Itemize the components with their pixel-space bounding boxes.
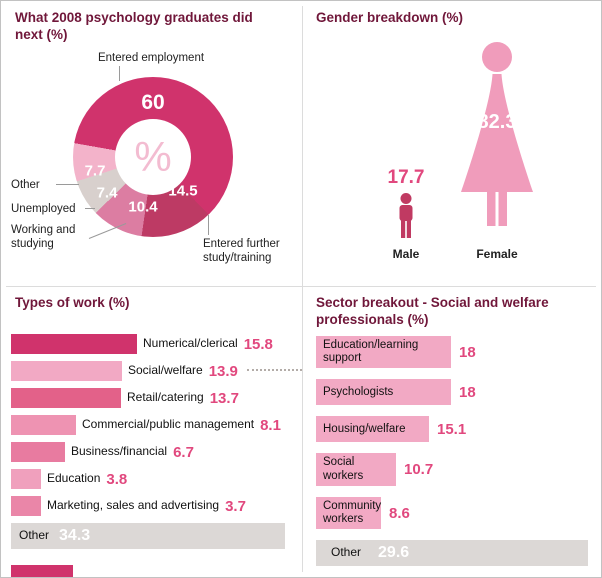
bar-row: Housing/welfare 15.1 — [316, 416, 601, 443]
leader-line — [56, 184, 79, 185]
bar-value: 13.7 — [209, 389, 239, 407]
female-label: Female — [476, 247, 518, 261]
bar-value: 8.1 — [260, 416, 281, 434]
bar-label: Education — [47, 471, 101, 486]
female-value: 82.3 — [477, 111, 517, 133]
bar-row: Education 3.8 — [11, 469, 302, 489]
bar-value: 34.3 — [59, 527, 91, 544]
bar-label: Education/learning support — [323, 339, 419, 365]
bar-label: Retail/catering — [127, 390, 204, 405]
male-label: Male — [392, 247, 420, 261]
bar: Psychologists — [316, 379, 451, 406]
bar-label: Commercial/public management — [82, 417, 255, 432]
bar — [11, 361, 122, 381]
horizontal-divider — [6, 286, 596, 287]
label-working-studying: Working and studying — [11, 224, 76, 251]
bar-value: 8.6 — [389, 504, 410, 522]
male-icon — [399, 193, 413, 238]
bar-row: Marketing, sales and advertising 3.7 — [11, 496, 302, 516]
leader-line — [85, 208, 95, 209]
bar: Community workers — [316, 496, 381, 530]
leader-line — [119, 66, 120, 81]
bar-row: Commercial/public management 8.1 — [11, 415, 302, 435]
bar: Social workers — [316, 453, 396, 486]
male-value: 17.7 — [387, 167, 425, 188]
panel-did-next: What 2008 psychology graduates did next … — [1, 1, 302, 286]
panel-types-of-work: Types of work (%) Numerical/clerical 15.8… — [1, 286, 302, 577]
bar-label: Other — [19, 528, 50, 543]
bar-row: Retail/catering 13.7 — [11, 388, 302, 408]
donut-segment-value: 60 — [141, 91, 165, 114]
bar-label: Numerical/clerical — [143, 336, 238, 351]
bar — [11, 496, 41, 516]
bar-label: Other — [331, 545, 362, 560]
sector-bars: Education/learning support 18 Psychologist… — [316, 336, 601, 577]
label-other: Other — [11, 179, 40, 191]
bar-label: Community workers — [323, 499, 382, 526]
bar-row: Social workers 10.7 — [316, 453, 601, 486]
bar-row: Business/financial 6.7 — [11, 442, 302, 462]
panel-gender: Gender breakdown (%) 17.7 82.3 Male Fema… — [302, 1, 601, 286]
donut-segment-value: 7.4 — [96, 184, 118, 202]
bar-value: 6.7 — [173, 443, 194, 461]
female-icon — [461, 42, 533, 226]
bar-value: 10.7 — [404, 461, 434, 479]
donut-chart: % 60 14.5 10.4 7.4 7.7 — [73, 77, 233, 237]
label-unemployed: Unemployed — [11, 203, 76, 215]
bar-value: 13.9 — [208, 362, 238, 380]
bar-row: Education/learning support 18 — [316, 336, 601, 369]
bar: Other 34.3 — [11, 523, 285, 549]
bar: Housing/welfare — [316, 416, 429, 443]
bar-row: Psychologists 18 — [316, 379, 601, 406]
bar-value: 15.8 — [243, 335, 273, 353]
label-further-study: Entered further study/training — [203, 238, 280, 265]
panel-sector: Sector breakout - Social and welfare pro… — [302, 286, 601, 577]
bar-label: Psychologists — [323, 385, 394, 398]
donut-segment-value: 7.7 — [84, 162, 106, 180]
donut-hole: % — [115, 119, 191, 195]
bar-label: Housing/welfare — [323, 422, 406, 435]
bar-value: 3.7 — [225, 497, 246, 515]
bar-row: Numerical/clerical 15.8 — [11, 334, 302, 354]
panel-title: Gender breakdown (%) — [316, 10, 464, 25]
bar-row: Community workers 8.6 — [316, 496, 601, 530]
cropped-bar — [11, 565, 73, 577]
bar — [11, 415, 76, 435]
vertical-divider — [302, 6, 303, 572]
bar-value: 18 — [459, 343, 476, 361]
bar-value: 29.6 — [378, 544, 410, 562]
work-bars: Numerical/clerical 15.8 Social/welfare 13.9… — [11, 334, 302, 556]
bar-label: Business/financial — [71, 444, 168, 459]
bar-value: 3.8 — [106, 470, 128, 488]
bar — [11, 388, 121, 408]
percent-symbol: % — [134, 133, 172, 180]
bar-row: Social/welfare 13.9 — [11, 361, 302, 381]
bar-label: Social workers — [323, 456, 364, 482]
donut-segment-value: 10.4 — [128, 198, 158, 216]
leader-line — [208, 215, 209, 235]
donut-segment-value: 14.5 — [168, 182, 198, 200]
bar — [11, 442, 65, 462]
bar-label: Marketing, sales and advertising — [47, 498, 220, 513]
panel-title: Types of work (%) — [15, 295, 130, 310]
bar-row: Other 34.3 — [11, 523, 302, 549]
bar-value: 15.1 — [437, 420, 467, 438]
bar-row: Other 29.6 — [316, 540, 601, 567]
bar-label: Social/welfare — [128, 363, 203, 378]
panel-title: What 2008 psychology graduates did next … — [15, 10, 253, 43]
bar — [11, 469, 41, 489]
bar: Education/learning support — [316, 336, 451, 369]
bar — [11, 334, 137, 354]
label-entered-employment: Entered employment — [97, 52, 205, 64]
panel-title: Sector breakout - Social and welfare pro… — [316, 295, 549, 328]
bar-value: 18 — [459, 383, 476, 401]
dotted-connector — [247, 369, 302, 371]
bar: Other 29.6 — [316, 540, 588, 567]
